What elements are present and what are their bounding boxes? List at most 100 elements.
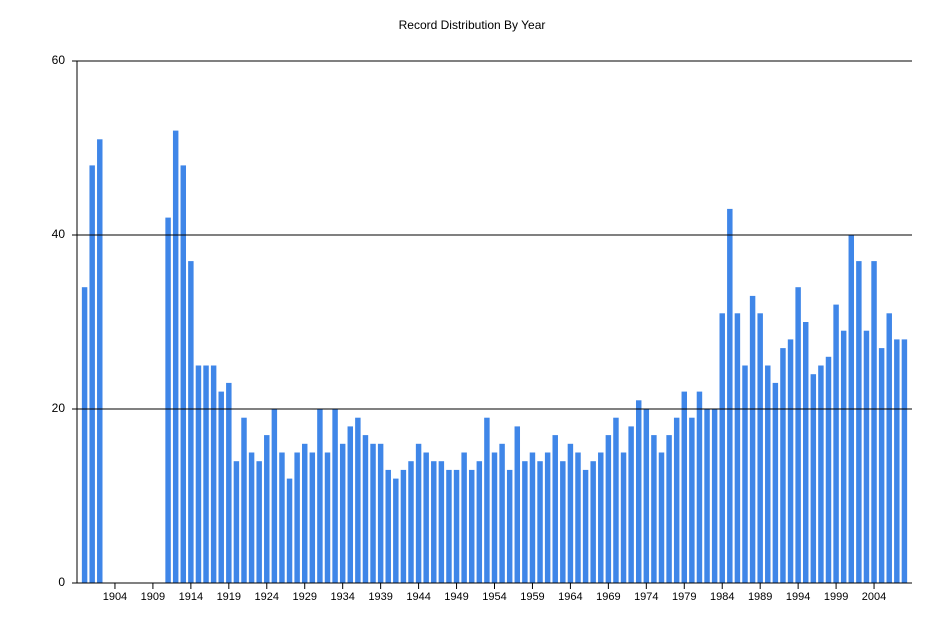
x-tick-label: 1964 [558,591,582,603]
bar [468,469,475,583]
bar [453,469,460,583]
bar [393,478,399,583]
bar [863,330,870,583]
bar [195,365,202,583]
bar [81,287,88,583]
x-tick-label: 1999 [824,591,848,603]
x-tick-label: 1969 [596,591,620,603]
x-tick-label: 1954 [482,591,506,603]
bar [188,261,194,583]
bar [734,313,741,583]
bar [241,417,247,583]
bar [840,330,847,583]
bar [309,452,316,583]
bar [446,469,452,583]
bar [742,365,748,583]
bar [696,391,703,583]
bar [651,435,657,583]
y-tick-label: 0 [58,575,65,589]
bar [643,409,650,583]
bar [431,461,437,583]
bar [324,452,331,583]
bar [560,461,566,583]
bar [370,443,376,583]
bar [749,295,756,583]
x-tick-label: 1904 [103,591,127,603]
x-tick-label: 1959 [520,591,544,603]
bar [385,469,391,583]
bar [552,435,558,583]
bar [97,139,103,584]
bar [233,461,240,583]
bar [818,365,824,583]
x-tick-label: 1944 [406,591,430,603]
bar [423,452,429,583]
bar [613,417,619,583]
bar [780,348,786,583]
bar [878,348,885,583]
bar [537,461,543,583]
bar [825,356,832,583]
bar [317,409,323,583]
bar [256,461,262,583]
bar [271,409,278,583]
bar [461,452,467,583]
y-tick-label: 20 [52,401,66,415]
bar [598,452,604,583]
bar [711,409,718,583]
bar [719,313,725,583]
bar [582,469,589,583]
x-tick-label: 2004 [862,591,886,603]
bar [301,443,308,583]
x-tick-label: 1929 [292,591,316,603]
bar [279,452,285,583]
bar [514,426,521,583]
y-tick-label: 40 [52,227,66,241]
bar [377,443,384,583]
bar [506,469,513,583]
bar [567,443,574,583]
bar [544,452,551,583]
bar [89,165,95,583]
bar [172,130,179,583]
x-tick-label: 1924 [255,591,279,603]
x-tick-label: 1909 [141,591,165,603]
x-tick-label: 1974 [634,591,658,603]
bar [673,417,680,583]
x-tick-label: 1949 [444,591,468,603]
bar [491,452,498,583]
bar [795,287,801,583]
bar [772,382,779,583]
bar [681,391,688,583]
bar [210,365,217,583]
y-tick-label: 60 [52,53,66,67]
x-tick-label: 1939 [368,591,392,603]
bar [689,417,695,583]
bar [226,382,232,583]
x-tick-label: 1994 [786,591,810,603]
bar [529,452,536,583]
bar [347,426,354,583]
bar [901,339,908,583]
bar [218,391,224,583]
bar [484,417,490,583]
x-tick-label: 1979 [672,591,696,603]
x-tick-label: 1934 [330,591,354,603]
x-tick-label: 1989 [748,591,772,603]
bar [476,461,483,583]
bar [408,461,414,583]
bar [856,261,862,583]
bar [499,443,505,583]
bar [628,426,634,583]
bar [833,304,839,583]
bar [620,452,627,583]
bar [787,339,794,583]
bar [355,417,361,583]
bar [415,443,422,583]
bar [362,435,369,583]
bar [605,435,612,583]
bar [802,322,809,583]
bar [180,165,187,583]
bar [339,443,346,583]
